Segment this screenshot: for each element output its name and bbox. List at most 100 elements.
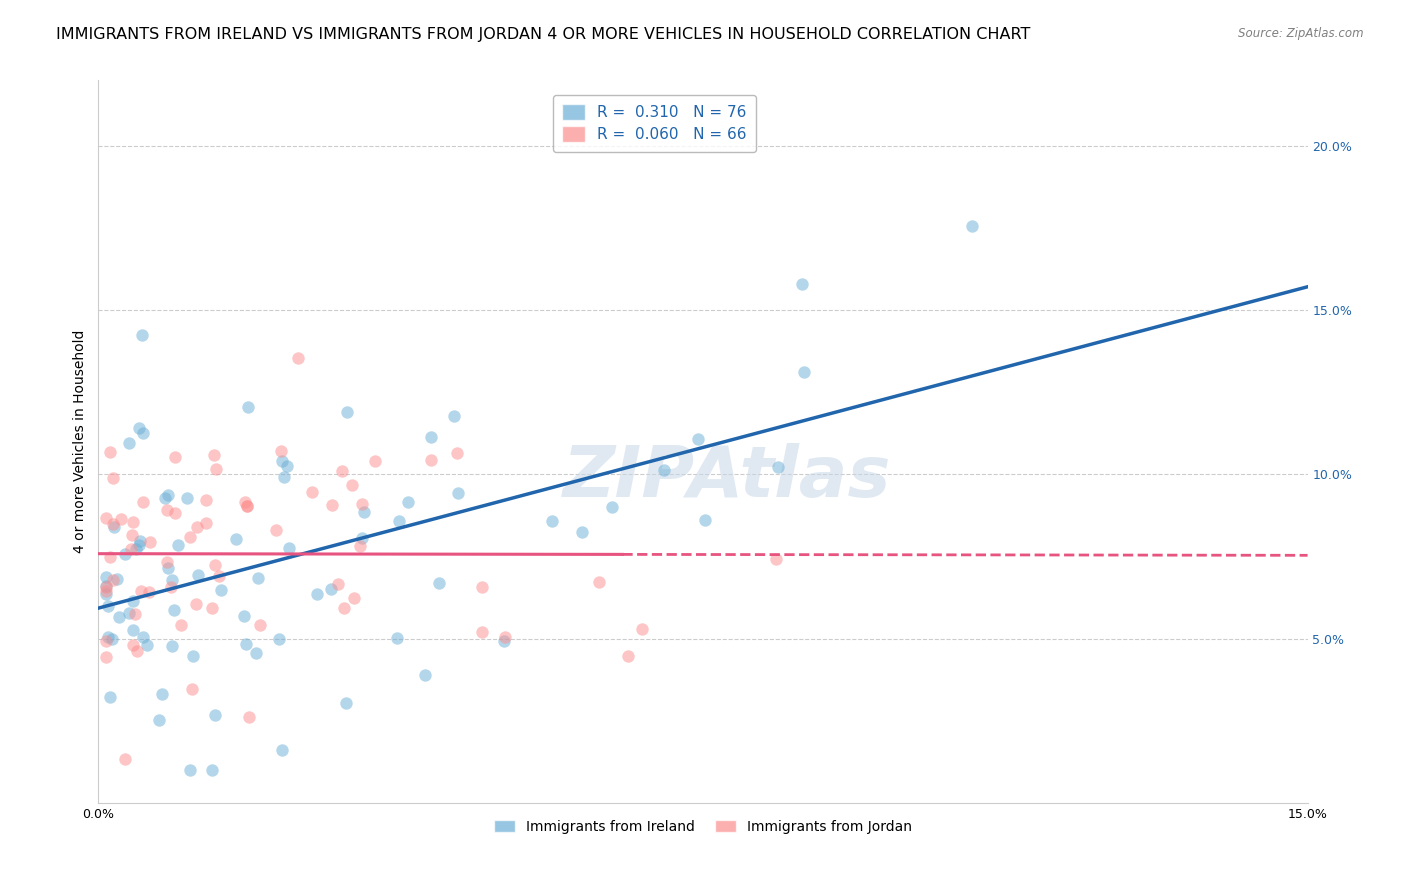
Point [471, 580, 494, 594]
Point [160, 580, 183, 594]
Point [492, 634, 515, 648]
Point [96, 583, 118, 598]
Point [150, 688, 173, 702]
Point [686, 432, 709, 446]
Point [153, 491, 176, 506]
Point [181, 682, 204, 697]
Point [103, 520, 125, 534]
Point [97, 599, 120, 613]
Point [128, 421, 150, 435]
Point [287, 351, 309, 365]
Point [420, 430, 443, 444]
Point [385, 632, 408, 646]
Point [326, 577, 349, 591]
Point [156, 555, 179, 569]
Point [132, 426, 155, 441]
Point [166, 538, 188, 552]
Point [114, 547, 136, 561]
Point [447, 486, 470, 500]
Point [245, 646, 267, 660]
Point [163, 603, 186, 617]
Point [96, 510, 118, 524]
Point [179, 530, 201, 544]
Point [176, 491, 198, 506]
Point [471, 624, 494, 639]
Point [181, 649, 204, 664]
Point [179, 763, 201, 777]
Point [333, 600, 356, 615]
Point [343, 591, 366, 606]
Point [122, 638, 145, 652]
Point [541, 514, 564, 528]
Text: ZIPAtlas: ZIPAtlas [562, 443, 891, 512]
Point [232, 609, 254, 624]
Point [269, 632, 291, 647]
Point [132, 631, 155, 645]
Point [396, 494, 419, 508]
Point [121, 624, 143, 638]
Point [132, 495, 155, 509]
Point [165, 506, 187, 520]
Point [127, 644, 149, 658]
Point [101, 517, 124, 532]
Point [96, 570, 118, 584]
Point [204, 558, 226, 572]
Point [118, 606, 141, 620]
Text: IMMIGRANTS FROM IRELAND VS IMMIGRANTS FROM JORDAN 4 OR MORE VEHICLES IN HOUSEHOL: IMMIGRANTS FROM IRELAND VS IMMIGRANTS FR… [56, 27, 1031, 42]
Point [128, 533, 150, 548]
Point [98, 445, 121, 459]
Point [236, 499, 259, 513]
Point [238, 401, 260, 415]
Point [129, 583, 152, 598]
Point [97, 630, 120, 644]
Point [792, 277, 814, 292]
Point [693, 513, 716, 527]
Point [96, 579, 118, 593]
Point [156, 488, 179, 502]
Point [148, 713, 170, 727]
Point [100, 690, 122, 704]
Point [208, 568, 231, 582]
Point [571, 525, 593, 540]
Point [201, 763, 224, 777]
Point [235, 499, 257, 513]
Point [249, 618, 271, 632]
Point [204, 462, 226, 476]
Point [101, 573, 124, 587]
Point [103, 471, 125, 485]
Point [443, 409, 465, 423]
Point [135, 638, 157, 652]
Point [264, 523, 287, 537]
Point [330, 464, 353, 478]
Point [616, 648, 638, 663]
Point [335, 405, 357, 419]
Point [201, 601, 224, 615]
Point [96, 633, 118, 648]
Point [766, 460, 789, 475]
Point [600, 500, 623, 514]
Point [101, 632, 124, 646]
Point [108, 610, 131, 624]
Point [195, 516, 218, 530]
Point [350, 531, 373, 545]
Point [138, 584, 160, 599]
Point [652, 463, 675, 477]
Point [96, 587, 118, 601]
Point [340, 478, 363, 492]
Point [122, 516, 145, 530]
Text: Source: ZipAtlas.com: Source: ZipAtlas.com [1239, 27, 1364, 40]
Point [160, 573, 183, 587]
Point [273, 469, 295, 483]
Point [121, 594, 143, 608]
Point [319, 582, 342, 597]
Point [138, 535, 160, 549]
Point [121, 528, 143, 542]
Point [195, 493, 218, 508]
Point [235, 637, 257, 651]
Point [163, 450, 186, 465]
Point [278, 541, 301, 556]
Point [321, 499, 343, 513]
Point [413, 667, 436, 681]
Point [186, 520, 208, 534]
Point [170, 618, 193, 632]
